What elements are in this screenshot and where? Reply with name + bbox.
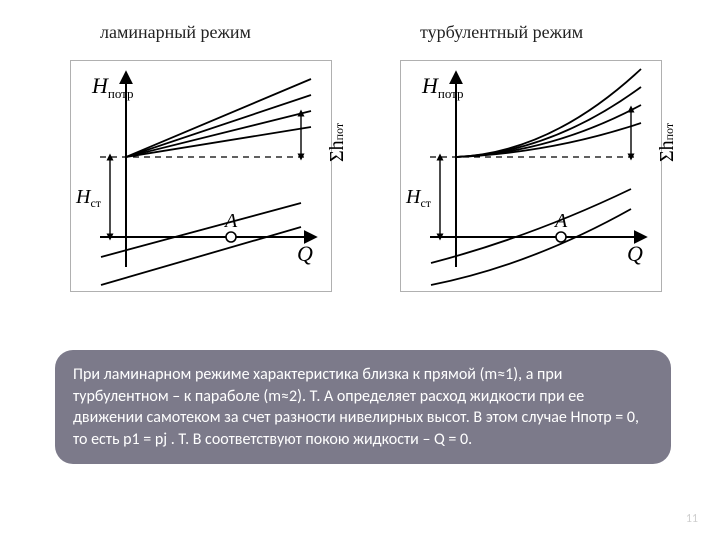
explanation-callout: При ламинарном режиме характеристика бли… bbox=[55, 350, 671, 464]
svg-text:Q: Q bbox=[297, 241, 313, 266]
svg-text:Hст: Hст bbox=[75, 186, 102, 210]
svg-text:Hпотр: Hпотр bbox=[91, 73, 134, 101]
page-number: 11 bbox=[686, 512, 698, 526]
svg-text:A: A bbox=[553, 210, 568, 232]
title-laminar: ламинарный режим bbox=[100, 22, 251, 43]
svg-text:Q: Q bbox=[627, 241, 643, 266]
page: ламинарный режим турбулентный режим Hпот… bbox=[0, 0, 720, 540]
svg-text:A: A bbox=[223, 210, 238, 232]
sigma-h-label: Σhпот bbox=[656, 123, 679, 162]
svg-text:Hст: Hст bbox=[405, 186, 432, 210]
title-turbulent: турбулентный режим bbox=[420, 22, 583, 43]
chart-laminar: Hпотр Q Hст A bbox=[70, 60, 332, 292]
sigma-h-label: Σhпот bbox=[326, 123, 349, 162]
chart-turbulent: Hпотр Q Hст A bbox=[400, 60, 662, 292]
svg-text:Hпотр: Hпотр bbox=[421, 73, 464, 101]
